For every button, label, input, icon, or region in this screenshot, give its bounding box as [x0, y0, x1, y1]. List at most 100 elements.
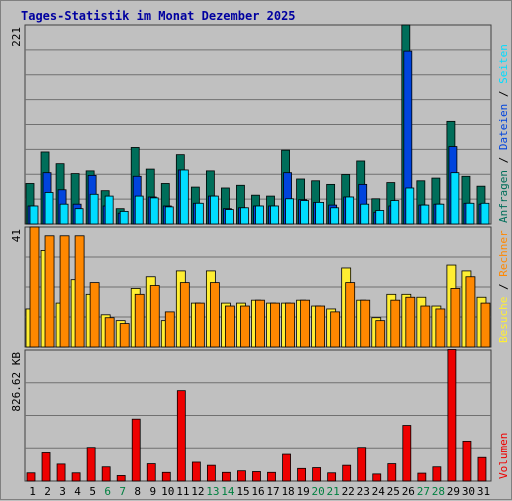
legend-bottom: Volumen — [497, 433, 510, 479]
bar-rechner — [435, 308, 446, 348]
x-tick-label: 24 — [372, 485, 386, 498]
bar-rechner — [330, 311, 341, 348]
bar-seiten — [420, 204, 430, 225]
x-tick-label: 22 — [342, 485, 355, 498]
bar-seiten — [360, 203, 370, 225]
x-tick-label: 27 — [417, 485, 430, 498]
chart-title: Tages-Statistik im Monat Dezember 2025 — [21, 9, 296, 23]
bar-rechner — [59, 235, 70, 348]
x-tick-label: 26 — [402, 485, 415, 498]
x-axis-labels: 1 2 3 4 5 6 7 8 9 10 11 12 13 14 15 16 17 18 19 20 21 22 23 24 2… — [29, 485, 490, 498]
x-tick-label: 6 — [104, 485, 111, 498]
legend-entry: Rechner — [497, 230, 510, 277]
x-tick-label: 13 — [206, 485, 219, 498]
bar-volumen — [26, 472, 36, 482]
bar-seiten — [405, 187, 415, 225]
bar-rechner — [164, 311, 175, 348]
bar-rechner — [255, 299, 265, 348]
x-tick-label: 10 — [161, 485, 174, 498]
x-tick-label: 7 — [119, 485, 126, 498]
bar-seiten — [209, 195, 219, 225]
bar-rechner — [209, 282, 220, 348]
bar-seiten — [300, 200, 309, 225]
bar-volumen — [432, 466, 442, 482]
bar-volumen — [146, 463, 156, 482]
x-tick-label: 15 — [236, 485, 249, 498]
bar-volumen — [267, 471, 276, 482]
panel-middle: 41 — [10, 226, 492, 348]
bar-seiten — [149, 197, 159, 225]
bar-volumen — [161, 471, 171, 482]
bar-rechner — [375, 320, 386, 348]
panel-top: 221 — [10, 24, 492, 225]
x-tick-label: 2 — [44, 485, 51, 498]
bar-volumen — [462, 440, 472, 482]
bar-seiten — [345, 196, 355, 225]
x-tick-label: 5 — [89, 485, 96, 498]
bar-seiten — [390, 200, 400, 225]
bar-volumen — [237, 470, 246, 482]
legend-entry: Besuche — [497, 297, 510, 343]
bar-seiten — [89, 193, 99, 225]
x-tick-label: 4 — [74, 485, 81, 498]
bar-volumen — [41, 452, 51, 482]
bar-seiten — [285, 198, 294, 225]
bar-volumen — [282, 453, 291, 482]
bar-rechner — [134, 293, 145, 348]
bar-volumen — [477, 456, 487, 482]
bar-rechner — [315, 305, 326, 348]
bar-volumen — [176, 390, 186, 482]
legend-top: Anfragen / Dateien / Seiten — [497, 44, 510, 223]
bar-rechner — [360, 299, 371, 348]
x-tick-label: 12 — [191, 485, 204, 498]
bar-volumen — [252, 471, 261, 482]
bar-seiten — [465, 202, 475, 225]
bar-volumen — [312, 467, 322, 482]
bar-rechner — [480, 302, 491, 348]
bar-rechner — [345, 282, 356, 348]
bar-rechner — [420, 305, 431, 348]
bar-volumen — [56, 463, 66, 482]
x-tick-label: 23 — [357, 485, 370, 498]
legend-entry: Seiten — [497, 44, 510, 84]
bar-rechner — [300, 299, 310, 348]
bar-seiten — [29, 205, 39, 225]
bar-volumen — [297, 467, 306, 482]
x-tick-label: 30 — [462, 485, 475, 498]
x-tick-label: 1 — [29, 485, 36, 498]
bar-rechner — [29, 226, 40, 348]
legend-separator: / — [497, 277, 510, 297]
bar-volumen — [116, 475, 126, 482]
bar-rechner — [450, 288, 461, 348]
x-tick-label: 14 — [221, 485, 235, 498]
bar-rechner — [44, 235, 55, 348]
bar-seiten — [104, 195, 114, 225]
bar-seiten — [225, 209, 234, 225]
bar-seiten — [194, 202, 204, 225]
x-tick-label: 8 — [134, 485, 141, 498]
bar-seiten — [164, 206, 174, 225]
bar-rechner — [119, 323, 130, 348]
bar-volumen — [222, 471, 231, 482]
x-tick-label: 20 — [312, 485, 325, 498]
bar-seiten — [450, 172, 460, 225]
bar-seiten — [179, 169, 189, 225]
x-tick-label: 31 — [477, 485, 490, 498]
bar-rechner — [465, 276, 476, 348]
bar-rechner — [285, 302, 295, 348]
bar-volumen — [131, 418, 141, 482]
bar-volumen — [417, 472, 427, 482]
bar-volumen — [86, 447, 96, 482]
x-tick-label: 21 — [327, 485, 340, 498]
bar-seiten — [315, 201, 325, 225]
bar-seiten — [375, 210, 385, 225]
bar-seiten — [119, 210, 129, 225]
bar-volumen — [206, 464, 216, 482]
bar-volumen — [447, 349, 457, 482]
legend-separator: / — [497, 150, 510, 170]
bar-rechner — [240, 305, 250, 348]
panel-bottom: 826.62 KB — [10, 349, 492, 482]
bar-rechner — [74, 235, 85, 348]
bar-seiten — [330, 207, 340, 225]
